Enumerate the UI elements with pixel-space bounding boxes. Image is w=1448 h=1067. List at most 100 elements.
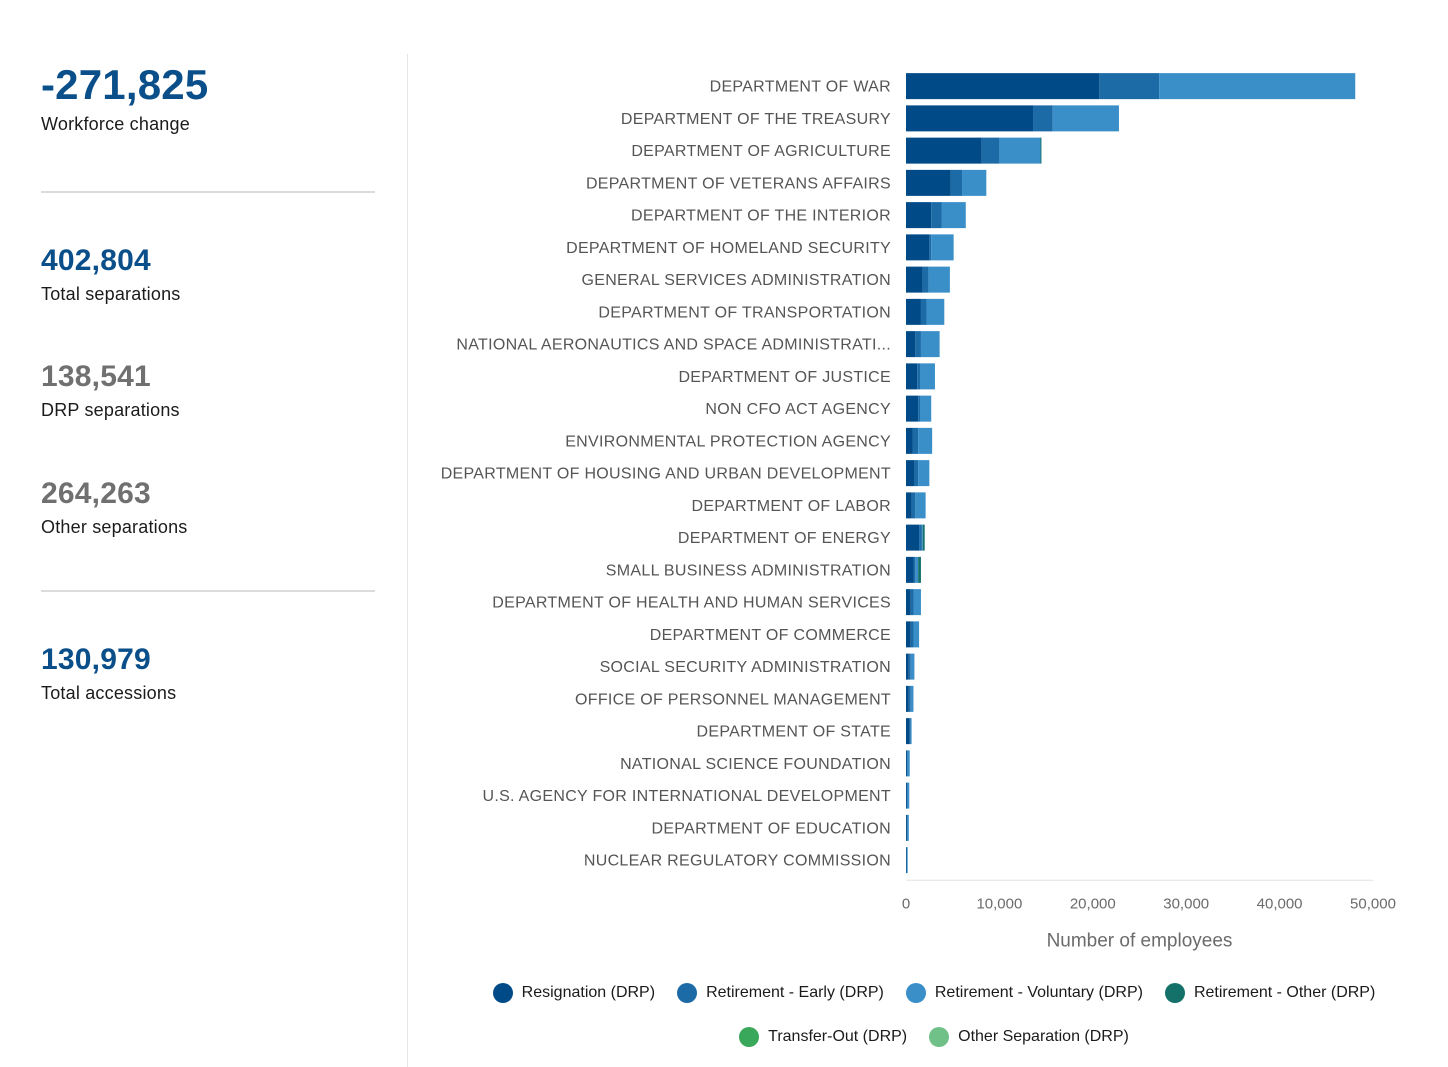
category-label: DEPARTMENT OF THE TREASURY bbox=[621, 111, 891, 128]
bar-segment bbox=[906, 685, 909, 712]
legend-item-other-separation[interactable]: Other Separation (DRP) bbox=[929, 1027, 1129, 1047]
bar-segment bbox=[981, 137, 1000, 164]
category-label: U.S. AGENCY FOR INTERNATIONAL DEVELOPMEN… bbox=[482, 788, 891, 805]
bar-segment bbox=[914, 460, 919, 487]
bar-segment bbox=[922, 524, 925, 551]
bar-segment bbox=[906, 73, 1100, 100]
bar-segment bbox=[929, 234, 932, 261]
bar-segment bbox=[906, 427, 913, 454]
bar-segment bbox=[1099, 73, 1160, 100]
bar-segment bbox=[910, 685, 914, 712]
category-label: DEPARTMENT OF ENERGY bbox=[678, 530, 891, 547]
stat-other-separations: 264,263 Other separations bbox=[41, 479, 187, 538]
bar-segment bbox=[906, 460, 915, 487]
legend-item-retirement-other[interactable]: Retirement - Other (DRP) bbox=[1164, 983, 1376, 1003]
bar-segment bbox=[907, 750, 910, 777]
bar-segment bbox=[908, 653, 911, 680]
bar-segment bbox=[918, 427, 933, 454]
bar-segment bbox=[915, 556, 919, 583]
legend-row: Transfer-Out (DRP) Other Separation (DRP… bbox=[420, 1022, 1448, 1052]
bar-segment bbox=[920, 331, 940, 358]
category-label: NUCLEAR REGULATORY COMMISSION bbox=[584, 853, 891, 870]
category-label: NATIONAL SCIENCE FOUNDATION bbox=[620, 756, 891, 773]
legend-item-resignation[interactable]: Resignation (DRP) bbox=[492, 983, 656, 1003]
x-axis-title: Number of employees bbox=[1047, 930, 1233, 951]
total-separations-label: Total separations bbox=[41, 284, 181, 304]
bar-segment bbox=[906, 556, 914, 583]
workforce-change-value: -271,825 bbox=[41, 61, 209, 108]
bar-segment bbox=[928, 266, 950, 293]
bar-segment bbox=[912, 427, 919, 454]
legend-row: Resignation (DRP) Retirement - Early (DR… bbox=[420, 978, 1448, 1008]
divider bbox=[41, 191, 375, 193]
bar-segment bbox=[906, 524, 920, 551]
x-tick-label: 0 bbox=[902, 895, 910, 912]
bar-segment bbox=[919, 524, 922, 551]
legend-item-transfer-out[interactable]: Transfer-Out (DRP) bbox=[739, 1027, 907, 1047]
bar-segment bbox=[931, 202, 942, 229]
legend-label: Resignation (DRP) bbox=[521, 984, 656, 1001]
legend-swatch bbox=[492, 983, 513, 1003]
category-label: DEPARTMENT OF HEALTH AND HUMAN SERVICES bbox=[492, 595, 891, 612]
bar-segment bbox=[906, 621, 911, 648]
category-label: DEPARTMENT OF HOUSING AND URBAN DEVELOPM… bbox=[441, 466, 891, 483]
bar-segment bbox=[1033, 105, 1053, 132]
bar-segment bbox=[906, 653, 909, 680]
bar-segment bbox=[931, 234, 954, 261]
bar-segment bbox=[1052, 105, 1119, 132]
category-label: DEPARTMENT OF LABOR bbox=[691, 498, 891, 515]
bar-segment bbox=[911, 492, 916, 519]
x-tick-label: 50,000 bbox=[1350, 895, 1396, 912]
bar-segment bbox=[906, 331, 916, 358]
drp-separations-label: DRP separations bbox=[41, 400, 180, 420]
bar-segment bbox=[906, 750, 907, 777]
legend-swatch bbox=[929, 1027, 950, 1047]
x-tick-label: 30,000 bbox=[1163, 895, 1209, 912]
bar-segment bbox=[1159, 73, 1356, 100]
divider bbox=[41, 590, 375, 592]
bar-segment bbox=[909, 718, 911, 745]
other-separations-value: 264,263 bbox=[41, 477, 151, 510]
total-separations-value: 402,804 bbox=[41, 244, 151, 277]
category-label: ENVIRONMENTAL PROTECTION AGENCY bbox=[565, 433, 891, 450]
total-accessions-label: Total accessions bbox=[41, 683, 177, 703]
drp-separations-value: 138,541 bbox=[41, 360, 151, 393]
total-accessions-value: 130,979 bbox=[41, 643, 151, 676]
chart-legend: Resignation (DRP) Retirement - Early (DR… bbox=[420, 978, 1448, 1066]
category-label: DEPARTMENT OF EDUCATION bbox=[651, 820, 891, 837]
bar-segment bbox=[906, 395, 919, 422]
separations-bar-chart: 0 10,000 20,000 30,000 40,000 50,000 Number of… bbox=[441, 73, 1396, 951]
bar-segment bbox=[918, 395, 921, 422]
bar-segment bbox=[920, 363, 935, 390]
bar-segment bbox=[910, 653, 915, 680]
bar-segment bbox=[906, 847, 907, 874]
workforce-change-label: Workforce change bbox=[41, 114, 190, 134]
category-label: NATIONAL AERONAUTICS AND SPACE ADMINISTR… bbox=[456, 337, 891, 354]
bar-segment bbox=[906, 202, 932, 229]
category-label: SOCIAL SECURITY ADMINISTRATION bbox=[600, 659, 891, 676]
bar-segment bbox=[918, 556, 921, 583]
bar-segment bbox=[910, 589, 914, 616]
bar-segment bbox=[920, 395, 932, 422]
bar-segment bbox=[906, 750, 908, 777]
legend-item-retirement-early[interactable]: Retirement - Early (DRP) bbox=[677, 983, 884, 1003]
legend-label: Other Separation (DRP) bbox=[958, 1028, 1129, 1045]
category-label: DEPARTMENT OF HOMELAND SECURITY bbox=[566, 240, 891, 257]
category-label: DEPARTMENT OF STATE bbox=[697, 724, 891, 741]
legend-label: Retirement - Other (DRP) bbox=[1193, 984, 1376, 1001]
bar-segment bbox=[917, 363, 921, 390]
bar-segment bbox=[921, 524, 923, 551]
bar-segment bbox=[907, 782, 910, 809]
bar-segment bbox=[913, 556, 916, 583]
stat-drp-separations: 138,541 DRP separations bbox=[41, 362, 180, 421]
bar-segment bbox=[906, 782, 908, 809]
bar-segment bbox=[906, 298, 921, 325]
bar-segment bbox=[906, 105, 1034, 132]
bar-segment bbox=[906, 847, 908, 874]
stat-workforce-change: -271,825 Workforce change bbox=[41, 64, 208, 135]
legend-swatch bbox=[905, 983, 926, 1003]
bar-segment bbox=[999, 137, 1041, 164]
bar-segment bbox=[926, 298, 945, 325]
bar-segment bbox=[913, 621, 920, 648]
legend-item-retirement-voluntary[interactable]: Retirement - Voluntary (DRP) bbox=[905, 983, 1143, 1003]
